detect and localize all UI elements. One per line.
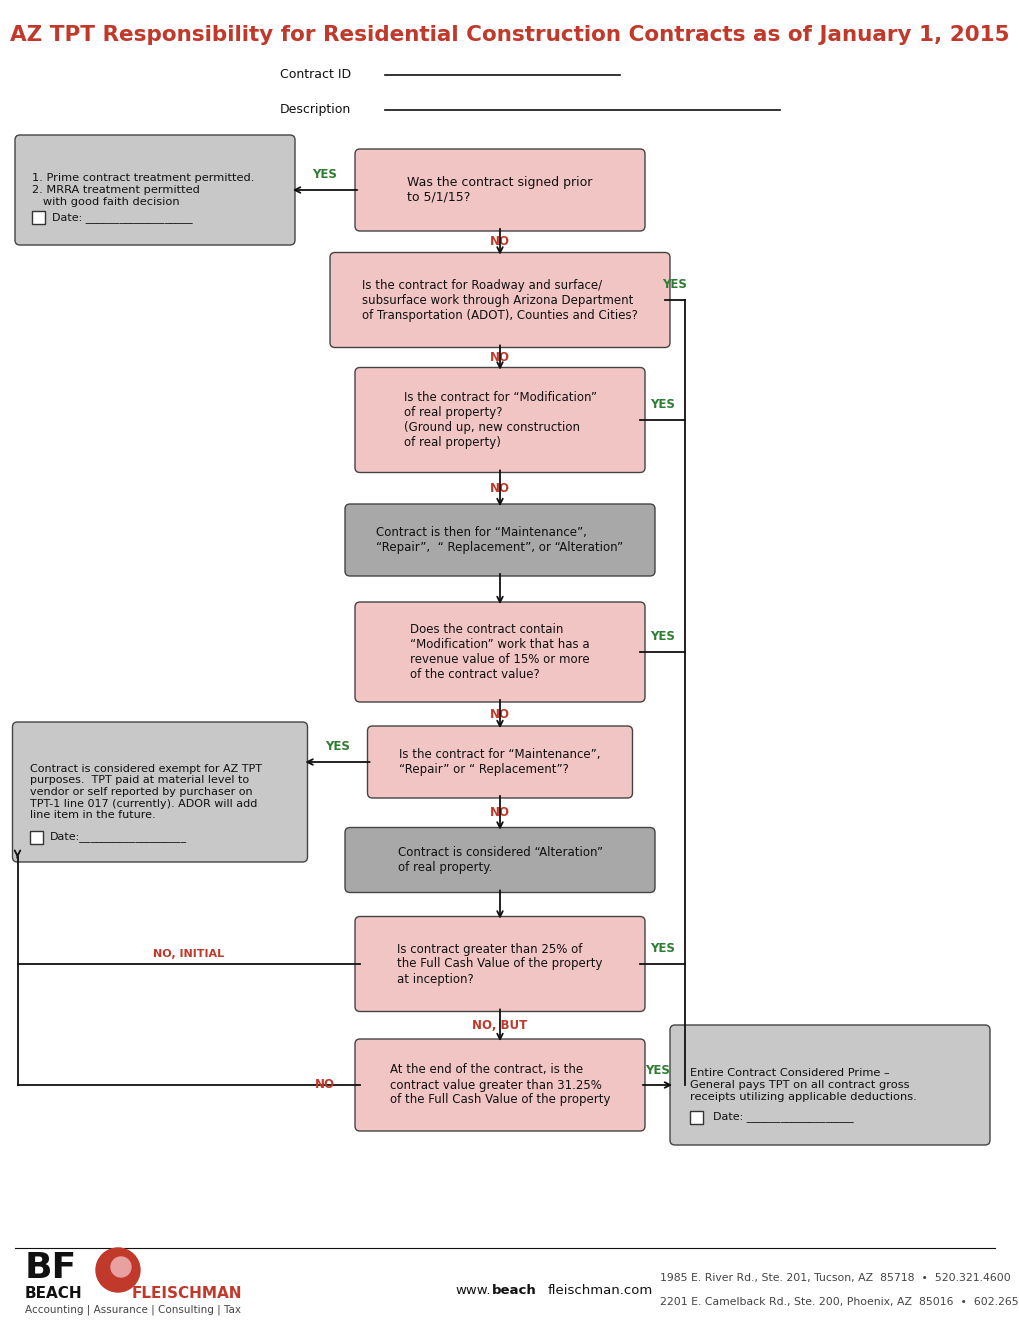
Circle shape [96,1247,140,1292]
Text: Is the contract for “Modification”
of real property?
(Ground up, new constructio: Is the contract for “Modification” of re… [404,391,596,449]
Text: YES: YES [649,942,675,956]
Text: Date:___________________: Date:___________________ [50,832,186,842]
Circle shape [111,1257,130,1276]
Text: YES: YES [325,741,350,754]
FancyBboxPatch shape [367,726,632,799]
Text: 2201 E. Camelback Rd., Ste. 200, Phoenix, AZ  85016  •  602.265.7011: 2201 E. Camelback Rd., Ste. 200, Phoenix… [659,1298,1019,1307]
FancyBboxPatch shape [344,828,654,892]
Text: beach: beach [491,1283,536,1296]
Bar [32,211,45,224]
Text: 1. Prime contract treatment permitted.
2. MRRA treatment permitted
   with good : 1. Prime contract treatment permitted. 2… [32,173,254,207]
Text: YES: YES [662,279,687,292]
FancyBboxPatch shape [330,252,669,347]
Text: Date: ___________________: Date: ___________________ [712,1111,853,1122]
FancyBboxPatch shape [355,367,644,473]
Text: NO, BUT: NO, BUT [472,1019,527,1032]
Text: Does the contract contain
“Modification” work that has a
revenue value of 15% or: Does the contract contain “Modification”… [410,623,589,681]
Text: NO, INITIAL: NO, INITIAL [153,949,224,960]
Text: NO: NO [489,708,510,721]
Bar [689,1110,702,1123]
FancyBboxPatch shape [355,602,644,702]
Text: www.: www. [454,1283,490,1296]
Text: NO: NO [489,351,510,364]
Text: Contract ID: Contract ID [280,69,351,82]
Text: 1985 E. River Rd., Ste. 201, Tucson, AZ  85718  •  520.321.4600: 1985 E. River Rd., Ste. 201, Tucson, AZ … [659,1272,1010,1283]
FancyBboxPatch shape [355,916,644,1011]
Text: Entire Contract Considered Prime –
General pays TPT on all contract gross
receip: Entire Contract Considered Prime – Gener… [689,1068,916,1102]
Text: NO: NO [489,482,510,495]
Text: YES: YES [644,1064,669,1077]
Text: fleischman.com: fleischman.com [547,1283,652,1296]
Text: YES: YES [649,399,675,412]
Text: AZ TPT Responsibility for Residential Construction Contracts as of January 1, 20: AZ TPT Responsibility for Residential Co… [10,25,1009,45]
FancyBboxPatch shape [669,1026,989,1144]
Text: Date: ___________________: Date: ___________________ [52,213,193,223]
Text: Description: Description [280,103,351,116]
Text: Was the contract signed prior
to 5/1/15?: Was the contract signed prior to 5/1/15? [407,176,592,205]
Text: BF: BF [25,1251,77,1284]
FancyBboxPatch shape [15,135,294,246]
Text: NO: NO [489,235,510,248]
Text: Contract is considered exempt for AZ TPT
purposes.  TPT paid at material level t: Contract is considered exempt for AZ TPT… [30,764,261,820]
Text: YES: YES [312,169,337,181]
Text: YES: YES [649,631,675,644]
Text: Contract is then for “Maintenance”,
“Repair”,  “ Replacement”, or “Alteration”: Contract is then for “Maintenance”, “Rep… [376,525,623,554]
Text: Contract is considered “Alteration”
of real property.: Contract is considered “Alteration” of r… [397,846,602,874]
Text: NO: NO [315,1078,334,1092]
FancyBboxPatch shape [344,504,654,576]
Text: Is the contract for Roadway and surface/
subsurface work through Arizona Departm: Is the contract for Roadway and surface/… [362,279,637,322]
FancyBboxPatch shape [355,149,644,231]
Text: FLEISCHMAN: FLEISCHMAN [131,1287,243,1302]
Text: Accounting | Assurance | Consulting | Tax: Accounting | Assurance | Consulting | Ta… [25,1304,240,1315]
FancyBboxPatch shape [355,1039,644,1131]
Text: Is the contract for “Maintenance”,
“Repair” or “ Replacement”?: Is the contract for “Maintenance”, “Repa… [398,748,600,776]
Text: BEACH: BEACH [25,1287,83,1302]
Text: NO: NO [489,807,510,820]
Text: At the end of the contract, is the
contract value greater than 31.25%
of the Ful: At the end of the contract, is the contr… [389,1064,609,1106]
Text: Is contract greater than 25% of
the Full Cash Value of the property
at inception: Is contract greater than 25% of the Full… [396,942,602,986]
FancyBboxPatch shape [12,722,307,862]
Bar [30,830,43,843]
